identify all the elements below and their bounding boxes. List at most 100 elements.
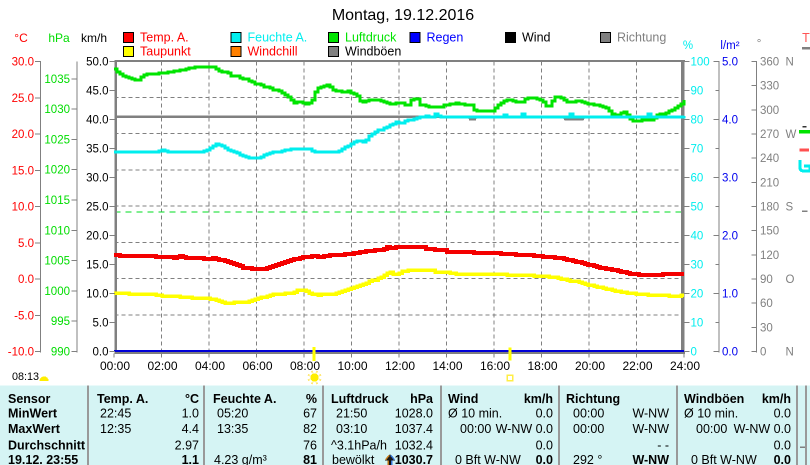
svg-text:20.0: 20.0 (12, 129, 34, 141)
svg-text:Wind: Wind (522, 31, 551, 45)
svg-text:°C: °C (14, 31, 28, 45)
svg-text:0.0: 0.0 (18, 274, 34, 286)
svg-text:02:00: 02:00 (147, 359, 177, 373)
svg-text:50: 50 (691, 202, 704, 214)
svg-text:hPa: hPa (48, 31, 70, 45)
svg-text:Sensor: Sensor (8, 392, 51, 406)
svg-text:MaxWert: MaxWert (8, 422, 61, 436)
svg-text:30: 30 (760, 322, 773, 334)
svg-text:13:35: 13:35 (217, 422, 248, 436)
svg-text:^3.1hPa/h: ^3.1hPa/h (331, 439, 387, 453)
svg-text:Ø 10 min.: Ø 10 min. (448, 407, 502, 421)
svg-text:90: 90 (691, 86, 704, 98)
svg-text:bewölkt: bewölkt (332, 453, 375, 465)
svg-text:60: 60 (691, 173, 704, 185)
svg-text:Ø 10 min.: Ø 10 min. (684, 407, 738, 421)
svg-text:20.0: 20.0 (86, 231, 108, 243)
svg-text:995: 995 (51, 316, 70, 328)
svg-text:00:00: 00:00 (696, 422, 727, 436)
svg-text:19.12. 23:55: 19.12. 23:55 (8, 453, 78, 465)
svg-text:0: 0 (760, 347, 766, 359)
svg-text:00:00: 00:00 (460, 422, 491, 436)
svg-text:80: 80 (691, 115, 704, 127)
svg-text:1.1: 1.1 (182, 453, 199, 465)
svg-text:0.0: 0.0 (93, 347, 109, 359)
svg-text:1020: 1020 (44, 165, 70, 177)
svg-text:210: 210 (760, 177, 779, 189)
svg-text:120: 120 (760, 250, 779, 262)
svg-text:25.0: 25.0 (12, 93, 34, 105)
svg-text:-5.0: -5.0 (14, 310, 34, 322)
svg-text:270: 270 (760, 129, 779, 141)
svg-text:1025: 1025 (44, 134, 70, 146)
svg-text:1030.7: 1030.7 (395, 453, 433, 465)
svg-text:22:00: 22:00 (622, 359, 652, 373)
svg-text:20: 20 (691, 289, 704, 301)
svg-text:10:00: 10:00 (337, 359, 367, 373)
svg-text:1015: 1015 (44, 195, 70, 207)
svg-text:292 °: 292 ° (573, 453, 602, 465)
svg-text:12:00: 12:00 (385, 359, 415, 373)
svg-text:04:00: 04:00 (195, 359, 225, 373)
svg-text:%: % (683, 40, 693, 52)
svg-text:W-NW 0.0: W-NW 0.0 (496, 422, 553, 436)
svg-text:MinWert: MinWert (8, 407, 58, 421)
svg-text:l/m²: l/m² (720, 40, 739, 52)
svg-text:0.0: 0.0 (536, 439, 553, 453)
svg-text:00:00: 00:00 (100, 359, 130, 373)
svg-text:4.4: 4.4 (182, 422, 199, 436)
svg-text:240: 240 (760, 153, 779, 165)
svg-text:Durchschnitt: Durchschnitt (8, 439, 86, 453)
svg-text:22:45: 22:45 (100, 407, 131, 421)
svg-text:4.23 g/m³: 4.23 g/m³ (214, 453, 267, 465)
svg-text:180: 180 (760, 202, 779, 214)
svg-text:00:00: 00:00 (573, 422, 604, 436)
svg-text:14:00: 14:00 (432, 359, 462, 373)
svg-text:00:00: 00:00 (573, 407, 604, 421)
svg-text:24:00: 24:00 (670, 359, 700, 373)
svg-text:O: O (786, 274, 795, 286)
svg-text:°C: °C (185, 392, 199, 406)
svg-text:5.0: 5.0 (18, 238, 34, 250)
svg-text:5.0: 5.0 (93, 318, 109, 330)
svg-text:km/h: km/h (81, 31, 107, 45)
svg-text:Windchill: Windchill (248, 45, 298, 59)
svg-text:2.97: 2.97 (175, 439, 199, 453)
svg-text:30.0: 30.0 (12, 57, 34, 69)
svg-text:°: ° (757, 38, 762, 50)
svg-text:Feuchte A.: Feuchte A. (248, 31, 308, 45)
svg-text:Taupunkt: Taupunkt (140, 45, 191, 59)
svg-text:km/h: km/h (524, 392, 553, 406)
svg-text:Wind: Wind (448, 392, 478, 406)
svg-text:1028.0: 1028.0 (395, 407, 433, 421)
svg-text:360: 360 (760, 57, 779, 69)
svg-text:0.0: 0.0 (774, 439, 791, 453)
svg-text:1.0: 1.0 (722, 289, 738, 301)
svg-text:25.0: 25.0 (86, 202, 108, 214)
svg-text:5.0: 5.0 (722, 57, 738, 69)
svg-text:Temp. A.: Temp. A. (97, 392, 148, 406)
svg-text:40: 40 (691, 231, 704, 243)
svg-text:1037.4: 1037.4 (395, 422, 433, 436)
svg-text:2.0: 2.0 (722, 231, 738, 243)
svg-text:Temp. A.: Temp. A. (140, 31, 189, 45)
svg-text:08:00: 08:00 (290, 359, 320, 373)
svg-text:300: 300 (760, 105, 779, 117)
svg-text:70: 70 (691, 144, 704, 156)
svg-text:Luftdruck: Luftdruck (345, 31, 397, 45)
svg-text:0 Bft W-NW: 0 Bft W-NW (455, 453, 521, 465)
svg-text:-10.0: -10.0 (8, 347, 34, 359)
svg-text:30: 30 (691, 260, 704, 272)
svg-text:W-NW: W-NW (632, 453, 669, 465)
svg-text:Richtung: Richtung (617, 31, 666, 45)
svg-text:1035: 1035 (44, 74, 70, 86)
svg-text:W-NW: W-NW (632, 422, 669, 436)
svg-text:81: 81 (303, 453, 317, 465)
svg-text:Richtung: Richtung (566, 392, 620, 406)
svg-text:0.0: 0.0 (722, 347, 738, 359)
svg-text:1.0: 1.0 (182, 407, 199, 421)
svg-text:0.0: 0.0 (774, 453, 791, 465)
svg-text:10: 10 (691, 318, 704, 330)
svg-text:Luftdruck: Luftdruck (331, 392, 389, 406)
svg-text:10.0: 10.0 (86, 289, 108, 301)
